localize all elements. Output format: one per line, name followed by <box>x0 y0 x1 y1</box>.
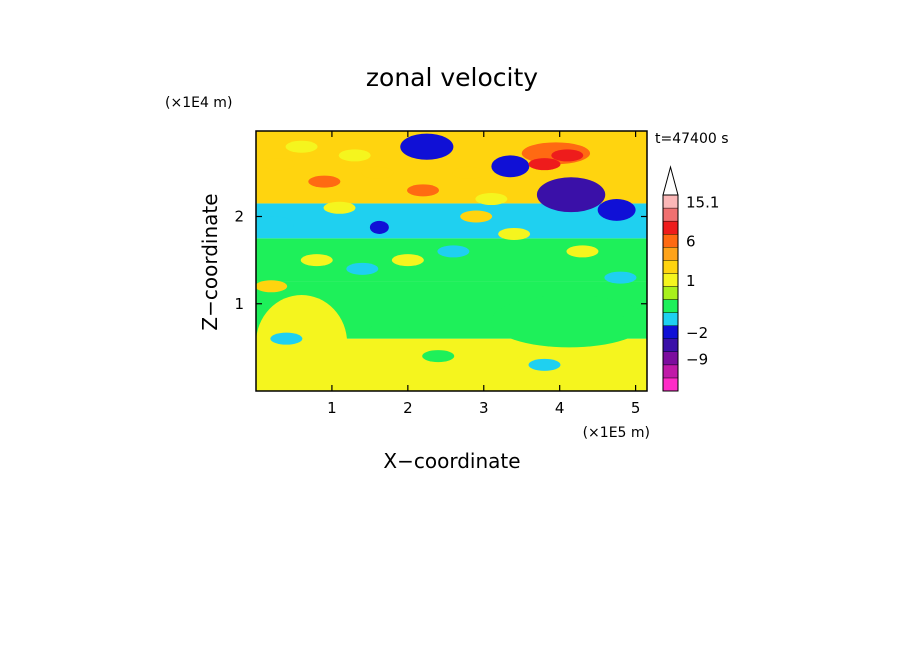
field-region <box>400 133 454 160</box>
field-region <box>536 177 606 213</box>
colorbar-label: 15.1 <box>686 194 719 212</box>
field-speck <box>452 166 485 179</box>
field-speck <box>346 262 379 275</box>
field-speck <box>300 254 333 267</box>
field-speck <box>475 193 508 206</box>
field-region <box>491 295 647 348</box>
field-speck <box>460 210 493 223</box>
x-axis-unit: (×1E5 m) <box>583 425 650 441</box>
y-axis-unit: (×1E4 m) <box>165 95 232 111</box>
colorbar-label: −9 <box>686 350 708 368</box>
colorbar-swatch <box>662 312 679 326</box>
field-speck <box>361 166 394 179</box>
field-speck <box>566 245 599 258</box>
x-tick-label: 3 <box>479 399 489 417</box>
field-speck <box>308 175 341 188</box>
time-label: t=47400 s <box>655 131 729 147</box>
colorbar-swatch <box>662 377 679 392</box>
field-speck <box>407 184 440 197</box>
colorbar-swatch <box>662 273 679 287</box>
field-speck <box>270 332 303 345</box>
field-speck <box>498 227 531 240</box>
colorbar-swatch <box>662 299 679 313</box>
field-speck <box>551 149 584 162</box>
field-speck <box>285 140 318 153</box>
colorbar-swatch <box>662 260 679 274</box>
field-speck <box>323 201 356 214</box>
x-tick-label: 5 <box>631 399 641 417</box>
velocity-field <box>256 131 647 391</box>
field-speck <box>391 254 424 267</box>
field-speck <box>596 315 629 328</box>
colorbar-label: −2 <box>686 324 708 342</box>
y-axis-label: Z−coordinate <box>198 193 222 330</box>
field-speck <box>262 158 295 171</box>
field-region <box>256 295 348 391</box>
field-speck <box>528 158 561 171</box>
colorbar-swatch <box>662 247 679 261</box>
colorbar-swatch <box>662 194 679 209</box>
field-region <box>369 220 389 234</box>
plot-frame <box>255 130 648 392</box>
y-tick-label: 1 <box>234 295 244 313</box>
field-region <box>597 199 636 221</box>
colorbar: −9 −2 1 6 15.1 <box>662 165 719 392</box>
colorbar-frame <box>662 194 679 392</box>
x-tick-label: 2 <box>403 399 413 417</box>
colorbar-label: 6 <box>686 233 696 251</box>
axis-ticks: 1 2 3 4 5 1 2 <box>234 131 647 417</box>
colorbar-swatch <box>662 351 679 366</box>
field-speck <box>369 323 402 336</box>
x-axis-label: X−coordinate <box>383 449 520 473</box>
colorbar-swatch <box>662 220 679 235</box>
colorbar-swatch <box>662 233 679 248</box>
x-tick-label: 4 <box>555 399 565 417</box>
colorbar-swatch <box>662 338 679 353</box>
field-speck <box>422 350 455 363</box>
colorbar-extension <box>662 165 679 196</box>
chart-title: zonal velocity <box>366 63 538 92</box>
field-region <box>491 155 530 178</box>
colorbar-swatch <box>662 207 679 222</box>
field-speck <box>256 280 288 293</box>
field-speck <box>528 358 561 371</box>
field-region <box>506 347 647 391</box>
y-tick-label: 2 <box>234 208 244 226</box>
colorbar-swatch <box>662 325 679 339</box>
colorbar-swatch <box>662 286 679 300</box>
field-speck <box>604 271 637 284</box>
colorbar-swatch <box>662 364 679 379</box>
field-speck <box>338 149 371 162</box>
colorbar-label: 1 <box>686 272 696 290</box>
field-region <box>256 216 294 234</box>
field-speck <box>437 245 470 258</box>
x-tick-label: 1 <box>327 399 337 417</box>
